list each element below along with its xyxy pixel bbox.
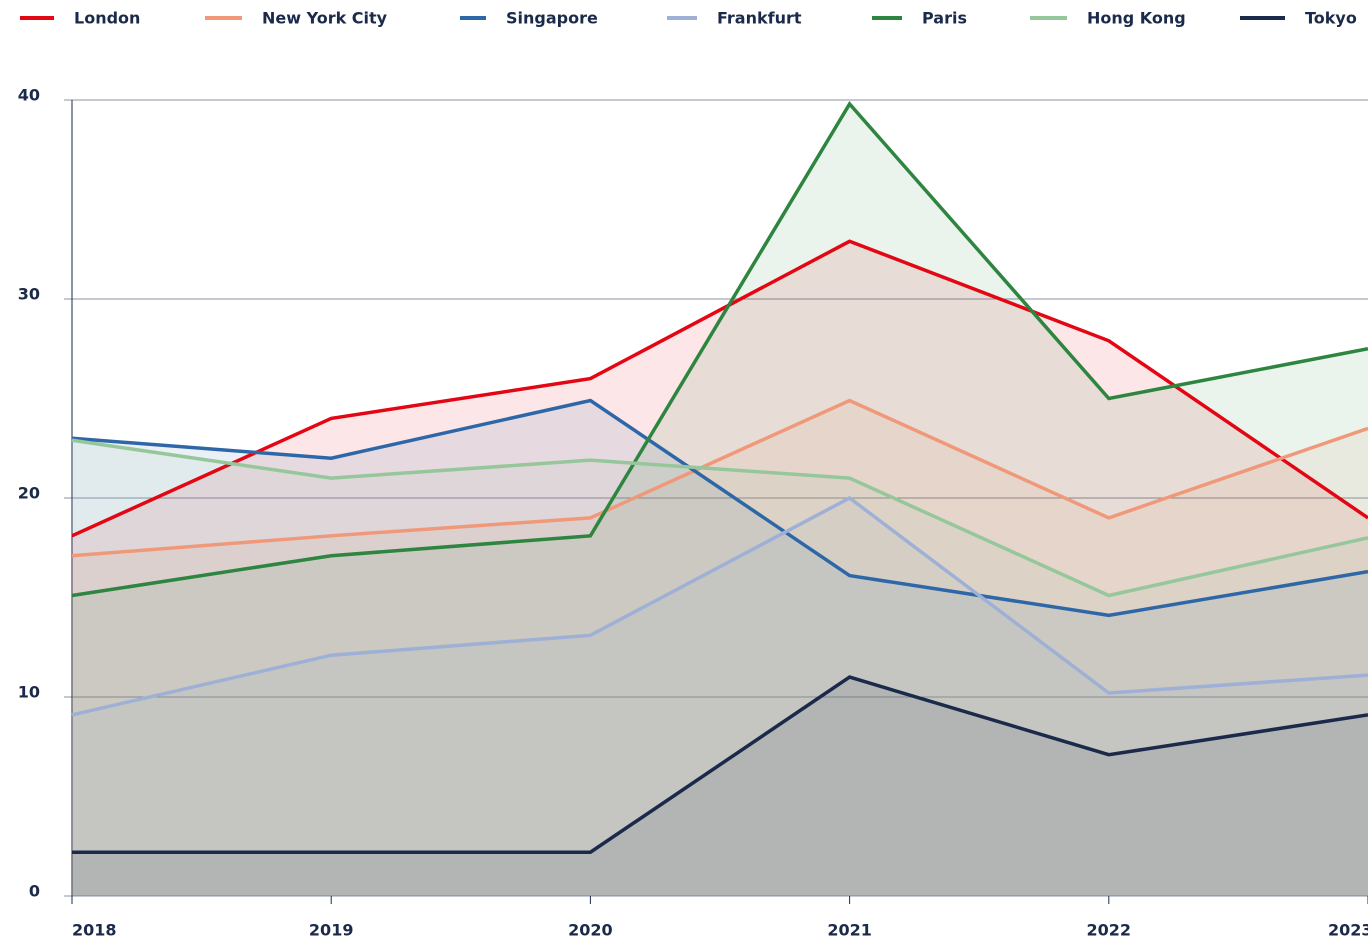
y-tick-label: 40 (18, 86, 40, 105)
x-tick-label: 2018 (72, 921, 117, 940)
legend-label: Paris (922, 9, 967, 28)
legend-label: London (74, 9, 140, 28)
y-tick-label: 30 (18, 285, 40, 304)
line (71, 438, 1368, 598)
legend-label: Singapore (506, 9, 598, 28)
area (72, 440, 1368, 896)
line (71, 101, 1368, 598)
y-tick-label: 10 (18, 683, 40, 702)
area (72, 400, 1368, 896)
area (72, 400, 1368, 896)
line (72, 675, 1368, 854)
y-tick-label: 20 (18, 484, 40, 503)
legend-label: Frankfurt (717, 9, 802, 28)
legend-label: Tokyo (1305, 9, 1357, 28)
x-tick-label: 2021 (827, 921, 872, 940)
area (72, 677, 1368, 896)
y-tick-label: 0 (29, 882, 40, 901)
x-tick-label: 2019 (309, 921, 354, 940)
area (72, 103, 1368, 897)
line (71, 398, 1368, 558)
line (71, 495, 1368, 717)
line (71, 239, 1368, 538)
line (71, 398, 1368, 618)
x-tick-label: 2023 (1328, 921, 1368, 940)
area (72, 241, 1368, 897)
x-tick-label: 2020 (568, 921, 613, 940)
area (72, 498, 1368, 896)
x-tick-label: 2022 (1087, 921, 1132, 940)
legend-label: Hong Kong (1087, 9, 1186, 28)
legend-label: New York City (262, 9, 388, 28)
